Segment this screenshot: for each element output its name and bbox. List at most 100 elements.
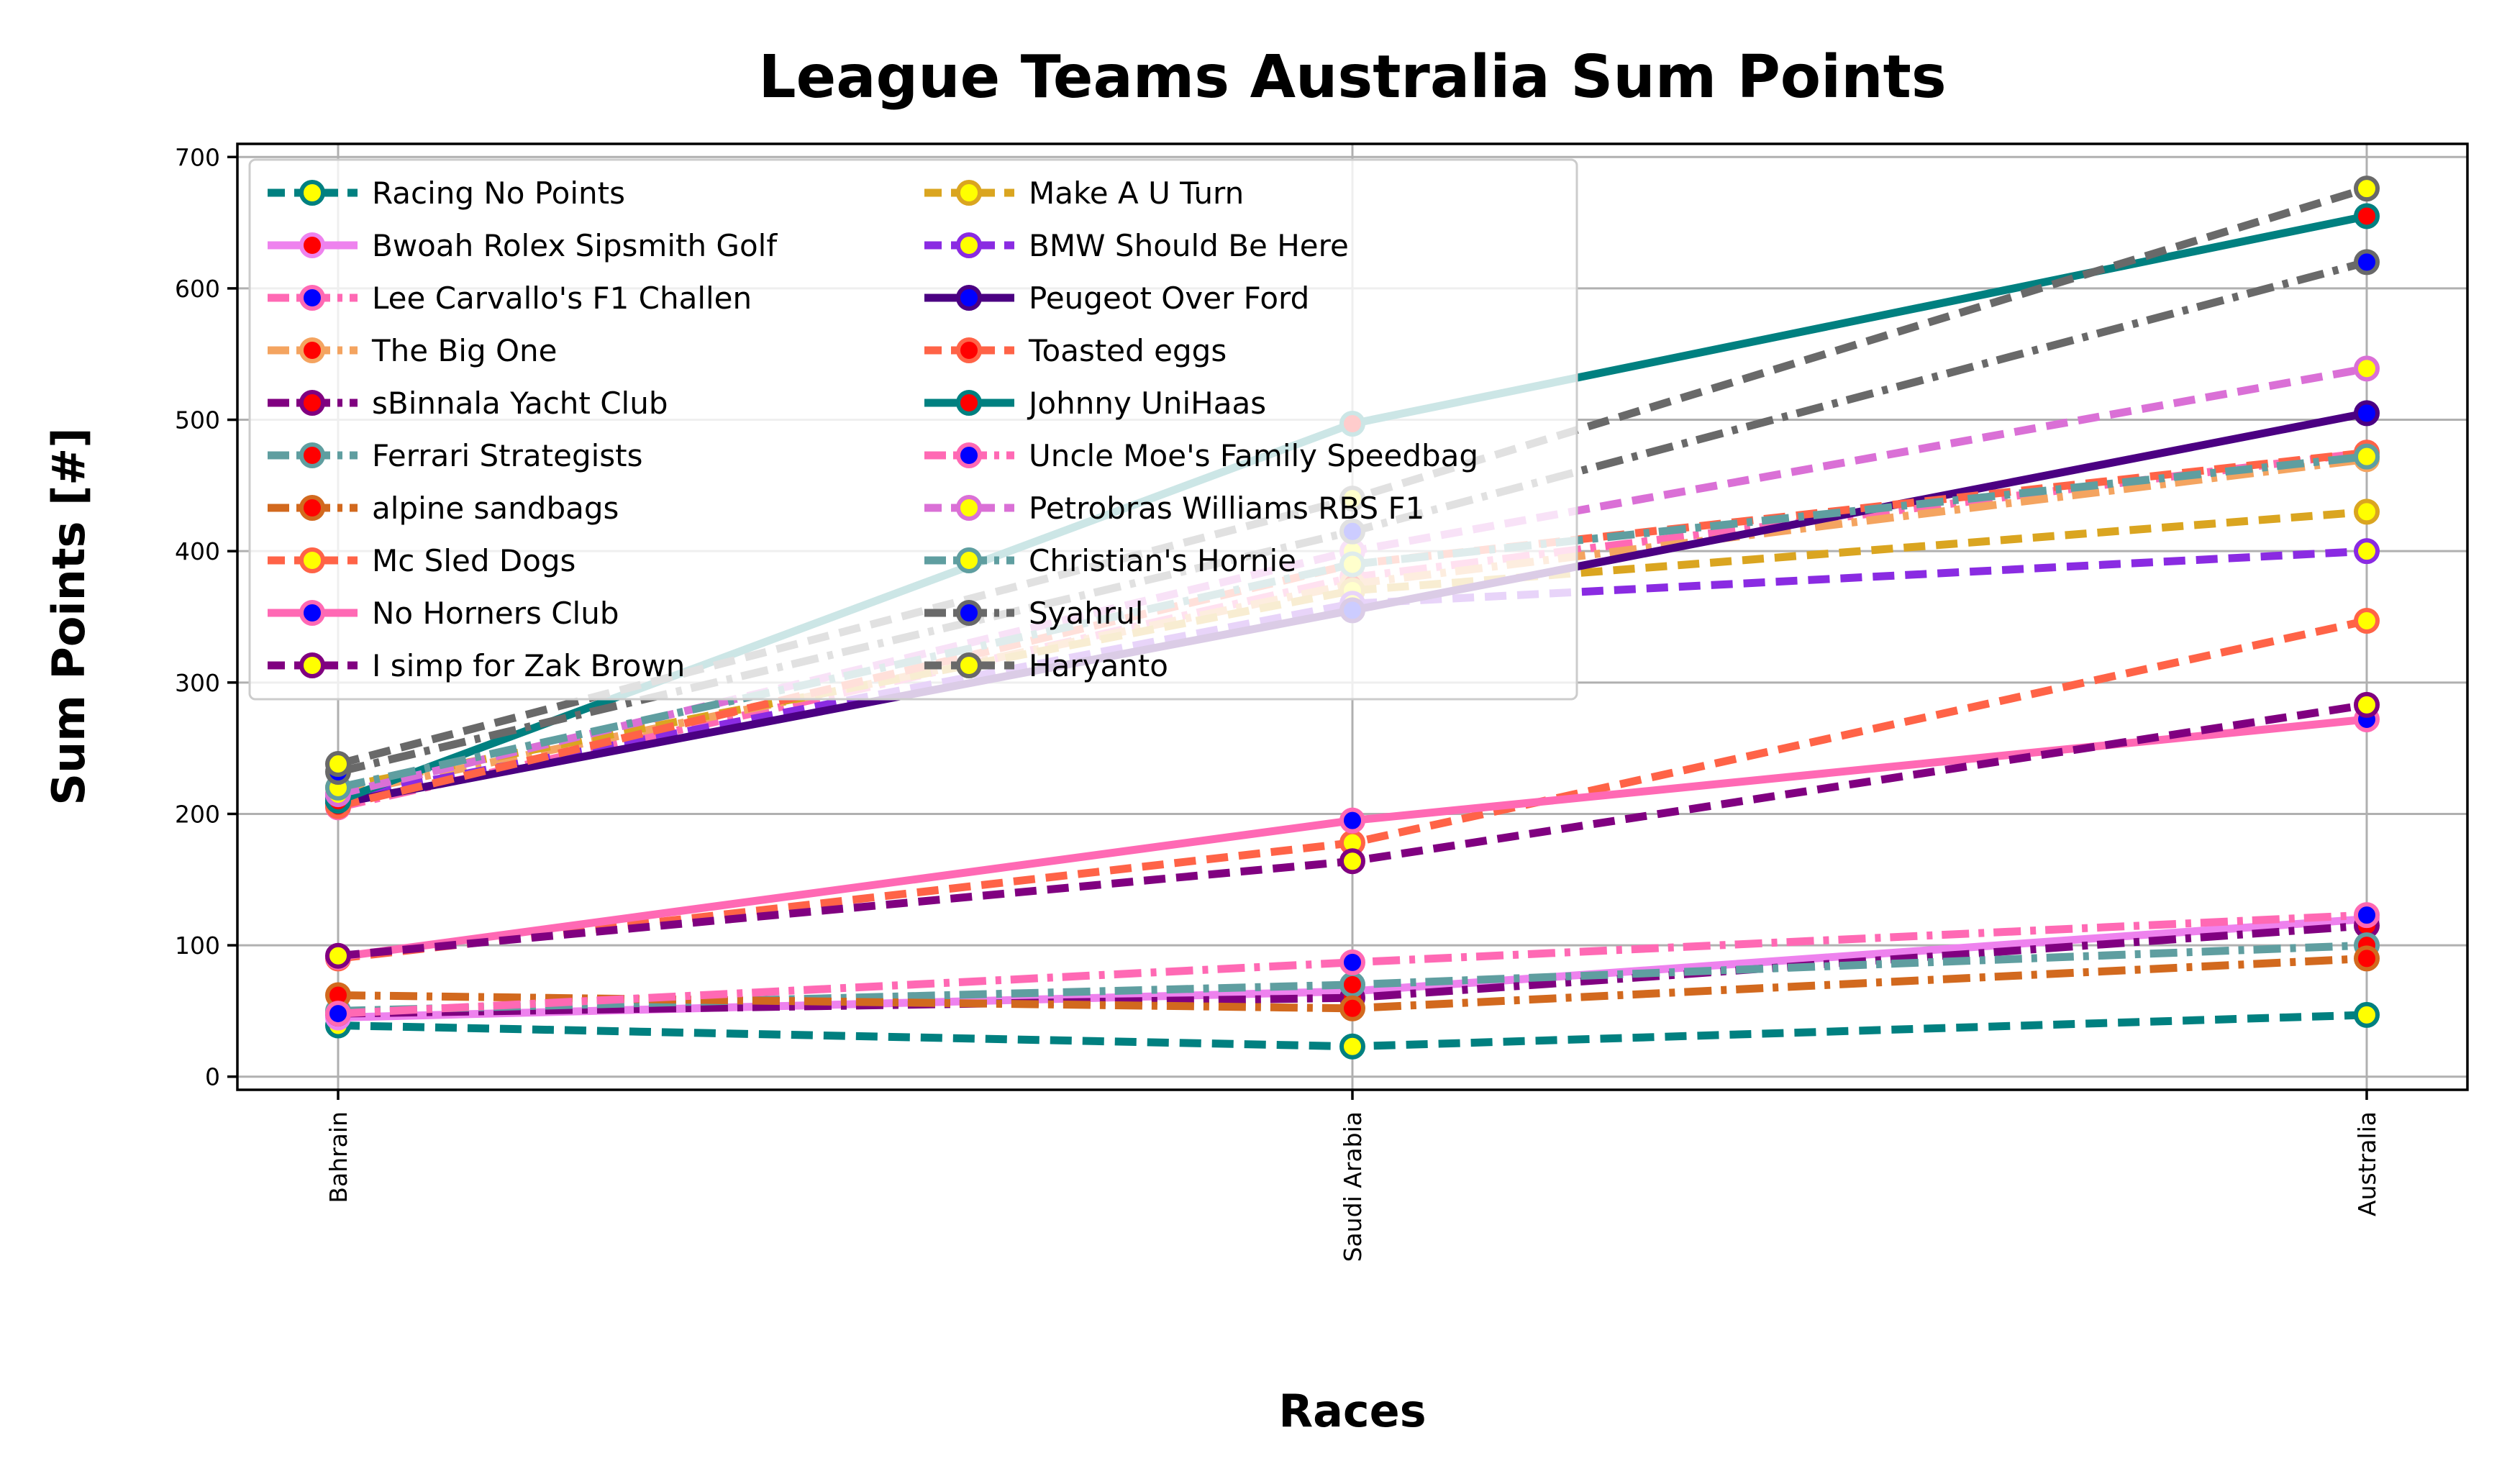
legend-item: Mc Sled Dogs <box>268 543 575 578</box>
legend-swatch-marker <box>956 495 982 521</box>
x-axis-ticks: Bahrain Saudi Arabia Australia <box>324 1090 2381 1262</box>
legend-item: Bwoah Rolex Sipsmith Golf <box>268 228 778 263</box>
legend-label: Make A U Turn <box>1029 176 1244 211</box>
data-point <box>2354 945 2380 972</box>
legend-label: Petrobras Williams RBS F1 <box>1029 491 1424 526</box>
legend-swatch-marker <box>299 652 325 678</box>
y-axis-ticks: 0 100 200 300 400 500 600 700 <box>175 143 237 1091</box>
legend-swatch-marker <box>956 180 982 206</box>
legend-item: alpine sandbags <box>268 491 619 526</box>
legend-label: Racing No Points <box>372 176 625 211</box>
data-point <box>1339 995 1365 1021</box>
legend-item: Petrobras Williams RBS F1 <box>924 491 1424 526</box>
legend-swatch-marker <box>299 337 325 363</box>
legend-swatch-marker <box>956 285 982 311</box>
series-line <box>337 507 2367 792</box>
legend-item: Johnny UniHaas <box>924 386 1266 421</box>
legend-swatch-marker <box>299 180 325 206</box>
legend-swatch-marker <box>956 390 982 416</box>
legend-swatch-marker <box>299 232 325 258</box>
data-point <box>1339 1033 1365 1060</box>
legend-swatch-marker <box>299 390 325 416</box>
data-point <box>325 942 351 969</box>
legend-item: Peugeot Over Ford <box>924 281 1309 316</box>
data-point <box>325 1001 351 1027</box>
series-line <box>337 455 2367 798</box>
data-point <box>2354 355 2380 382</box>
legend-item: The Big One <box>268 333 557 368</box>
legend-box <box>248 158 1578 701</box>
legend-label: I simp for Zak Brown <box>372 648 685 683</box>
legend-label: BMW Should Be Here <box>1029 228 1349 263</box>
y-tick-label: 700 <box>175 143 220 171</box>
legend-label: Syahrul <box>1029 596 1143 631</box>
legend-swatch-marker <box>956 600 982 626</box>
y-tick-label: 600 <box>175 275 220 303</box>
legend-swatch-marker <box>299 600 325 626</box>
data-point <box>1339 848 1365 875</box>
data-point <box>1339 971 1365 998</box>
y-tick-label: 400 <box>175 537 220 565</box>
x-axis-label: Races <box>1278 1385 1426 1437</box>
legend-item: Lee Carvallo's F1 Challen <box>268 281 752 316</box>
legend-item: Make A U Turn <box>924 176 1244 211</box>
y-tick-label: 0 <box>205 1063 220 1091</box>
legend-label: Haryanto <box>1029 648 1168 683</box>
data-point <box>2354 443 2380 470</box>
series-9 <box>325 691 2380 969</box>
data-point <box>2354 902 2380 929</box>
x-tick-label: Australia <box>2353 1111 2381 1216</box>
data-point <box>2354 400 2380 427</box>
legend-swatch-marker <box>299 495 325 521</box>
legend-label: Toasted eggs <box>1028 333 1227 368</box>
legend-label: Christian's Hornie <box>1029 543 1296 578</box>
legend-label: No Horners Club <box>372 596 619 631</box>
data-point <box>1339 807 1365 834</box>
legend-label: Mc Sled Dogs <box>372 543 575 578</box>
legend-swatch-marker <box>299 442 325 468</box>
y-tick-label: 100 <box>175 932 220 960</box>
data-point <box>2354 203 2380 229</box>
x-tick-label: Saudi Arabia <box>1339 1111 1367 1262</box>
data-point <box>2354 538 2380 565</box>
y-tick-label: 500 <box>175 406 220 434</box>
legend-item: sBinnala Yacht Club <box>268 386 668 421</box>
legend-label: Peugeot Over Ford <box>1029 281 1309 316</box>
legend-swatch-marker <box>299 285 325 311</box>
data-point <box>1339 949 1365 975</box>
y-tick-label: 300 <box>175 669 220 697</box>
legend-label: Bwoah Rolex Sipsmith Golf <box>372 228 778 263</box>
data-point <box>2354 691 2380 718</box>
legend-item: I simp for Zak Brown <box>268 648 685 683</box>
data-point <box>2354 249 2380 276</box>
legend-label: Uncle Moe's Family Speedbag <box>1029 438 1478 473</box>
legend-label: Lee Carvallo's F1 Challen <box>372 281 752 316</box>
x-tick-label: Bahrain <box>324 1111 352 1203</box>
legend-item: Haryanto <box>924 648 1168 683</box>
data-point <box>325 751 351 778</box>
y-axis-label: Sum Points [#] <box>42 427 95 805</box>
legend-item: Syahrul <box>924 596 1143 631</box>
legend-item: Christian's Hornie <box>924 543 1296 578</box>
legend-label: Ferrari Strategists <box>372 438 643 473</box>
chart-title: League Teams Australia Sum Points <box>758 43 1946 111</box>
series-15 <box>325 902 2380 1027</box>
legend-label: sBinnala Yacht Club <box>372 386 668 421</box>
legend-item: Uncle Moe's Family Speedbag <box>924 438 1478 473</box>
legend: Racing No Points Bwoah Rolex Sipsmith Gol… <box>248 158 1578 701</box>
data-point <box>2354 499 2380 525</box>
legend-label: Johnny UniHaas <box>1027 386 1266 421</box>
data-point <box>2354 607 2380 634</box>
data-point <box>2354 176 2380 202</box>
data-point <box>2354 1001 2380 1028</box>
legend-swatch-marker <box>956 442 982 468</box>
legend-swatch-marker <box>299 547 325 573</box>
legend-swatch-marker <box>956 547 982 573</box>
series-6 <box>325 945 2380 1021</box>
legend-item: Racing No Points <box>268 176 625 211</box>
legend-item: Toasted eggs <box>924 333 1227 368</box>
legend-label: alpine sandbags <box>372 491 619 526</box>
legend-swatch-marker <box>956 232 982 258</box>
legend-swatch-marker <box>956 337 982 363</box>
